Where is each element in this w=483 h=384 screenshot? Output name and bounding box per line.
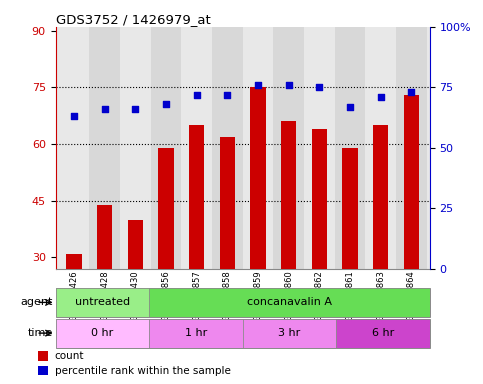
Bar (335, 27, 366, 269)
Bar (404, 95, 419, 371)
Point (70, 113, 78, 119)
Text: concanavalin A: concanavalin A (247, 297, 332, 308)
Point (162, 101, 170, 108)
Bar (281, 121, 297, 371)
Bar (336, 319, 430, 348)
Bar (366, 27, 396, 269)
Bar (56, 288, 149, 317)
Bar (243, 27, 273, 269)
Bar (120, 27, 151, 269)
Text: 6 hr: 6 hr (372, 328, 394, 338)
Point (131, 106, 139, 112)
Bar (373, 125, 388, 371)
Point (315, 84, 323, 91)
Text: GDS3752 / 1426979_at: GDS3752 / 1426979_at (56, 13, 210, 26)
Bar (342, 148, 358, 371)
Bar (304, 27, 335, 269)
Bar (149, 288, 430, 317)
Bar (56, 319, 149, 348)
Bar (250, 88, 266, 371)
Bar (212, 27, 243, 269)
Point (408, 89, 415, 95)
Point (193, 91, 200, 98)
Text: agent: agent (21, 297, 53, 308)
Bar (38, 366, 48, 376)
Bar (97, 205, 113, 371)
Bar (242, 319, 336, 348)
Bar (128, 220, 143, 371)
Bar (189, 125, 204, 371)
Point (254, 82, 262, 88)
Point (224, 91, 231, 98)
Bar (220, 136, 235, 371)
Text: 0 hr: 0 hr (91, 328, 114, 338)
Point (377, 94, 384, 100)
Bar (396, 27, 427, 269)
Bar (89, 27, 120, 269)
Point (285, 82, 293, 88)
Bar (181, 27, 212, 269)
Bar (312, 129, 327, 371)
Bar (273, 27, 304, 269)
Text: percentile rank within the sample: percentile rank within the sample (55, 366, 230, 376)
Text: 3 hr: 3 hr (278, 328, 300, 338)
Bar (151, 27, 181, 269)
Text: untreated: untreated (75, 297, 130, 308)
Bar (38, 351, 48, 361)
Text: time: time (28, 328, 53, 338)
Bar (149, 319, 242, 348)
Point (346, 104, 354, 110)
Bar (158, 148, 174, 371)
Bar (66, 254, 82, 371)
Text: 1 hr: 1 hr (185, 328, 207, 338)
Point (101, 106, 109, 112)
Text: count: count (55, 351, 84, 361)
Bar (58, 27, 89, 269)
